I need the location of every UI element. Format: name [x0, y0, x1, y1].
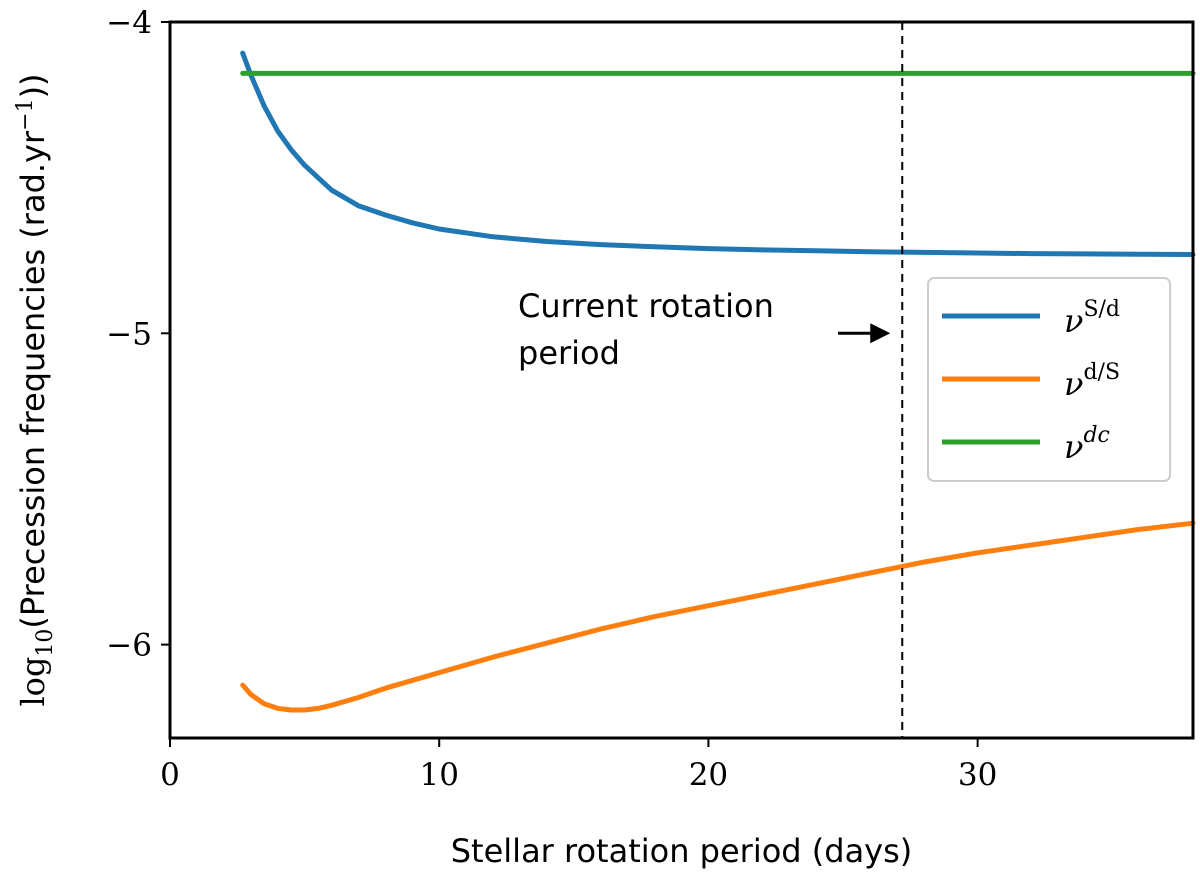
legend: νS/d νd/S νdc: [927, 277, 1171, 482]
y-axis-label: log10(Precession frequencies (rad.yr−1)): [13, 73, 58, 706]
series-line-1: [240, 50, 1196, 257]
annotation-line-1: Current rotation: [518, 287, 774, 325]
y-label-subscript: 10: [33, 629, 58, 657]
annotation-arrow-head: [870, 323, 891, 344]
legend-box: [927, 277, 1171, 482]
legend-label-3: νdc: [1064, 423, 1110, 466]
y-label-superscript: −1: [13, 98, 38, 130]
y-tick-label-2: −6: [106, 628, 152, 664]
legend-label-2: νd/S: [1064, 360, 1120, 403]
x-tick-label-0: 0: [160, 757, 180, 793]
plot-frame: [168, 20, 1195, 740]
ticks-layer: 0 10 20 30 −4 −5 −6: [106, 5, 997, 793]
series-layer: [240, 50, 1196, 713]
y-label-log: log: [14, 657, 52, 707]
annotation-line-2: period: [518, 334, 620, 372]
y-label-main: (Precession frequencies (rad.yr: [14, 130, 52, 629]
y-tick-label-0: −4: [106, 5, 152, 41]
x-tick-label-3: 30: [958, 757, 997, 793]
x-tick-label-1: 10: [419, 757, 458, 793]
y-label-suffix: )): [14, 73, 52, 98]
x-axis-label: Stellar rotation period (days): [451, 832, 913, 870]
legend-label-1: νS/d: [1064, 297, 1120, 340]
y-tick-label-1: −5: [106, 316, 152, 352]
series-line-2: [240, 520, 1196, 713]
x-tick-label-2: 20: [689, 757, 728, 793]
